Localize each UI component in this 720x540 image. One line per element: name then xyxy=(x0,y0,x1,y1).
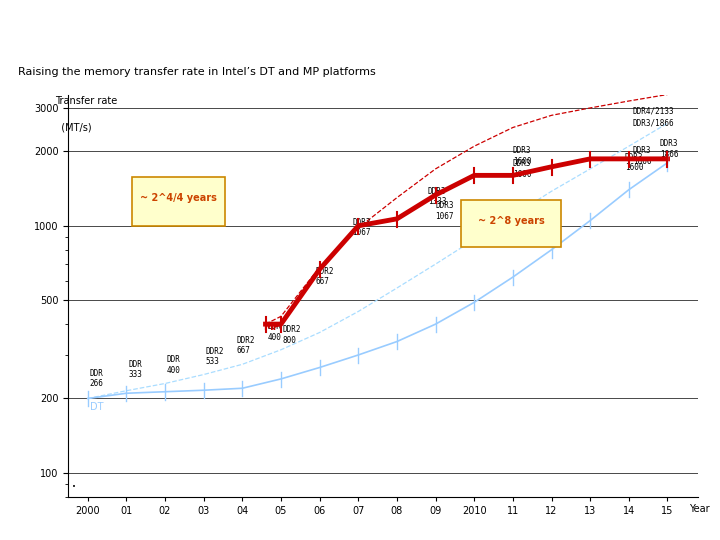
Text: Year: Year xyxy=(689,504,710,514)
Text: DDR3
1866: DDR3 1866 xyxy=(633,146,651,166)
Text: DDR3
1067: DDR3 1067 xyxy=(436,201,454,220)
Text: DDR
333: DDR 333 xyxy=(128,360,142,379)
Text: DT: DT xyxy=(90,402,103,412)
Text: DDR4/2133: DDR4/2133 xyxy=(633,106,675,116)
FancyBboxPatch shape xyxy=(461,200,561,247)
Text: DDR
400: DDR 400 xyxy=(267,322,282,342)
Text: DDR3
1067: DDR3 1067 xyxy=(353,218,371,237)
Text: 2. Evolution of Intel’s high performance multicore MP server platforms (3): 2. Evolution of Intel’s high performance… xyxy=(36,21,684,36)
Text: DDR3
1600: DDR3 1600 xyxy=(513,159,531,179)
Text: •: • xyxy=(72,484,76,490)
Text: (MT/s): (MT/s) xyxy=(55,123,91,132)
Text: DDR
400: DDR 400 xyxy=(167,355,181,375)
Text: DDR2
667: DDR2 667 xyxy=(237,335,255,355)
Text: DDR2
800: DDR2 800 xyxy=(283,326,302,345)
Text: ~ 2^4/4 years: ~ 2^4/4 years xyxy=(140,193,217,204)
FancyBboxPatch shape xyxy=(132,177,225,226)
Text: Raising the memory transfer rate in Intel’s DT and MP platforms: Raising the memory transfer rate in Inte… xyxy=(18,66,376,77)
Text: DDR2
533: DDR2 533 xyxy=(206,347,224,366)
Text: DDR2
667: DDR2 667 xyxy=(316,267,334,286)
Text: DDR3
1600: DDR3 1600 xyxy=(513,146,531,166)
Text: ~ 2^8 years: ~ 2^8 years xyxy=(477,216,544,226)
Text: DDR3
1333: DDR3 1333 xyxy=(428,187,446,206)
Text: Transfer rate: Transfer rate xyxy=(55,96,117,106)
Text: DDR
266: DDR 266 xyxy=(90,369,104,388)
Text: DDR3
1866: DDR3 1866 xyxy=(660,139,678,159)
Text: MP: MP xyxy=(264,322,280,332)
Text: DDR3
1600: DDR3 1600 xyxy=(625,153,644,172)
Text: DDR3/1866: DDR3/1866 xyxy=(633,118,675,127)
